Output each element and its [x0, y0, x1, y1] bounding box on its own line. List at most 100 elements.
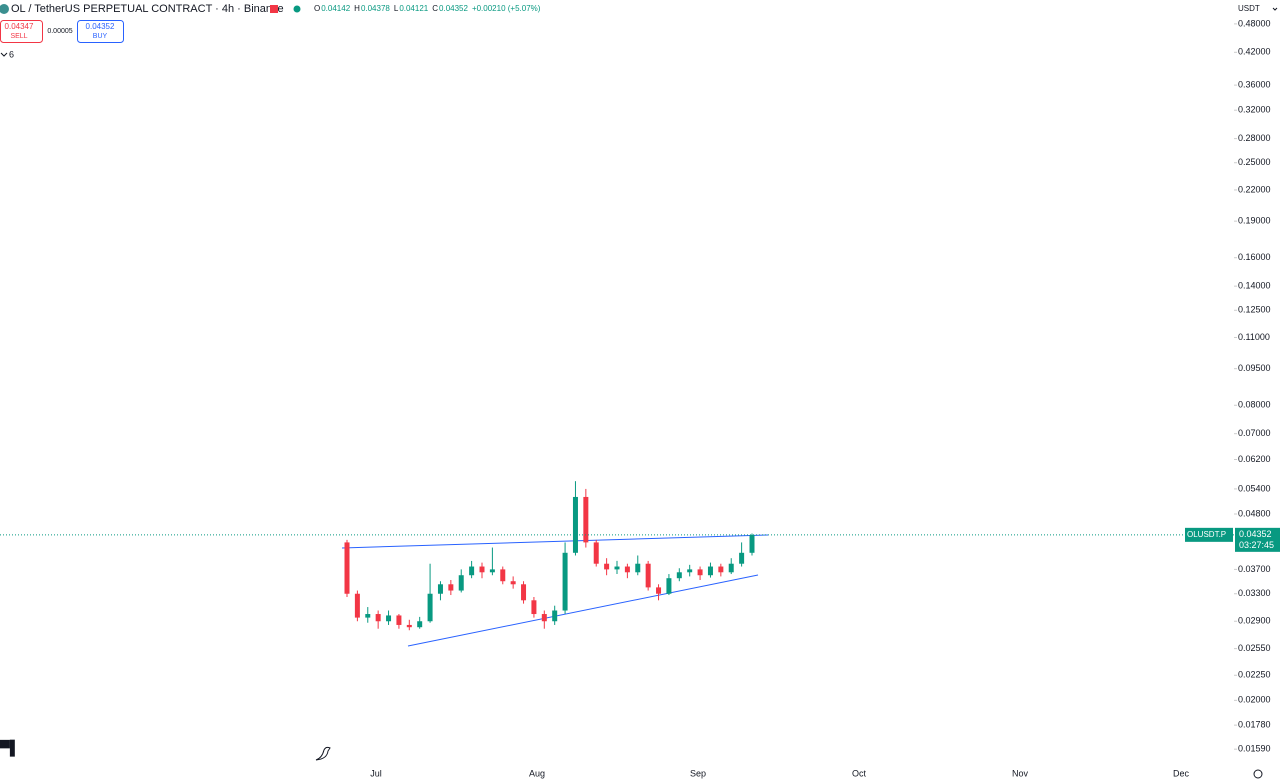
- y-tick-label: 0.14000: [1238, 281, 1271, 291]
- y-tick-label: 0.01780: [1238, 720, 1271, 730]
- ohlc-key: H: [354, 4, 360, 13]
- buy-button[interactable]: [77, 20, 124, 43]
- y-tick-label: 0.03700: [1238, 564, 1271, 574]
- candle-body: [666, 578, 672, 594]
- symbol-tag: [1185, 527, 1233, 542]
- candle-body: [375, 614, 381, 622]
- candle-body: [656, 587, 662, 594]
- plot: 0.48000 0.42000 0.36000 0.32000 0.28000 0.250…: [0, 18, 1280, 778]
- candle-body: [448, 584, 454, 591]
- candle-body: [614, 566, 620, 570]
- y-tick-label: 0.12500: [1238, 305, 1271, 315]
- y-tick-label: 0.02900: [1238, 616, 1271, 626]
- candle-body: [531, 600, 537, 615]
- y-tick-label: 0.02000: [1238, 695, 1271, 705]
- candle-body: [707, 566, 713, 576]
- candle-body: [676, 572, 682, 579]
- indicator-count: 6: [9, 49, 14, 59]
- ohlc-value: 0.04121: [399, 4, 428, 13]
- y-tick-label: 0.09500: [1238, 363, 1271, 373]
- candle-body: [458, 575, 464, 591]
- candle-body: [718, 566, 724, 573]
- y-tick-label: 0.48000: [1238, 18, 1271, 28]
- sell-button[interactable]: [0, 20, 43, 43]
- symbol-title: OL / TetherUS PERPETUAL CONTRACT · 4h · …: [11, 3, 284, 15]
- buy-label: BUY: [93, 33, 108, 40]
- symbol-tag-text: OLUSDT.P: [1187, 530, 1226, 539]
- settings-icon[interactable]: [1253, 769, 1263, 779]
- candle-body: [510, 581, 516, 585]
- exchange-flag: [270, 5, 278, 13]
- currency-dropdown[interactable]: [1272, 7, 1278, 11]
- price-tag-text: 0.04352: [1239, 529, 1272, 539]
- x-tick-label: Nov: [1012, 768, 1029, 778]
- logo: ▀▌: [0, 740, 20, 758]
- candle-body: [697, 569, 703, 576]
- collapse-icon[interactable]: [0, 52, 8, 57]
- y-tick-label: 0.07000: [1238, 428, 1271, 438]
- y-tick-label: 0.08000: [1238, 400, 1271, 410]
- ohlc-key: C: [432, 4, 438, 13]
- y-tick-label: 0.25000: [1238, 157, 1271, 167]
- sell-price: 0.04347: [5, 22, 34, 31]
- candle-body: [427, 593, 433, 622]
- candle-body: [749, 534, 755, 553]
- ohlc: O 0.04142 H 0.04378 L 0.04121 C 0.04352 +0.00210…: [314, 4, 541, 13]
- candle-body: [572, 496, 578, 553]
- x-tick-label: Dec: [1173, 768, 1190, 778]
- candle-body: [365, 614, 371, 618]
- x-tick-label: Sep: [690, 768, 706, 778]
- candle-body: [354, 593, 360, 618]
- candle-body: [406, 624, 412, 628]
- countdown: 03:27:45: [1239, 540, 1274, 550]
- symbol-icon: [0, 4, 9, 14]
- y-tick-label: 0.03300: [1238, 588, 1271, 598]
- ohlc-key: L: [394, 4, 399, 13]
- candle-body: [396, 615, 402, 625]
- candle-body: [521, 584, 527, 601]
- candle-body: [593, 542, 599, 564]
- ohlc-key: O: [314, 4, 320, 13]
- y-tick-label: 0.22000: [1238, 184, 1271, 194]
- dino-icon[interactable]: [315, 746, 331, 761]
- y-tick-label: 0.32000: [1238, 105, 1271, 115]
- y-tick-label: 0.42000: [1238, 47, 1271, 57]
- ohlc-value: 0.04142: [321, 4, 350, 13]
- ohlc-value: 0.04352: [439, 4, 468, 13]
- trend-line-lower: [407, 574, 759, 647]
- x-tick-label: Aug: [529, 768, 545, 778]
- candle-body: [489, 569, 495, 573]
- candle-body: [604, 563, 610, 570]
- x-tick-label: Jul: [370, 768, 382, 778]
- trend-line-upper: [341, 534, 769, 549]
- candle-body: [386, 615, 392, 622]
- currency: USDT: [1238, 4, 1260, 13]
- y-tick-label: 0.01590: [1238, 744, 1271, 754]
- y-tick-label: 0.11000: [1238, 332, 1270, 342]
- candle-body: [344, 542, 350, 594]
- x-tick-label: Oct: [852, 768, 867, 778]
- candle-body: [417, 621, 423, 628]
- ohlc-change: +0.00210 (+5.07%): [472, 4, 541, 13]
- candle-body: [552, 610, 558, 622]
- price-tag: [1235, 527, 1280, 552]
- status-dot: [293, 5, 301, 13]
- candle-body: [541, 614, 547, 622]
- y-tick-label: 0.02250: [1238, 670, 1271, 680]
- ohlc-value: 0.04378: [361, 4, 390, 13]
- y-tick-label: 0.02550: [1238, 643, 1271, 653]
- candle-body: [469, 566, 475, 576]
- candle-body: [479, 566, 485, 573]
- candle-body: [739, 552, 745, 564]
- candle-body: [583, 496, 589, 543]
- y-tick-label: 0.05400: [1238, 483, 1271, 493]
- candle-body: [437, 584, 443, 594]
- sell-label: SELL: [10, 33, 27, 40]
- y-tick-label: 0.28000: [1238, 133, 1271, 143]
- candle-body: [728, 563, 734, 573]
- candle-body: [645, 563, 651, 588]
- y-tick-label: 0.16000: [1238, 252, 1271, 262]
- y-tick-label: 0.06200: [1238, 454, 1271, 464]
